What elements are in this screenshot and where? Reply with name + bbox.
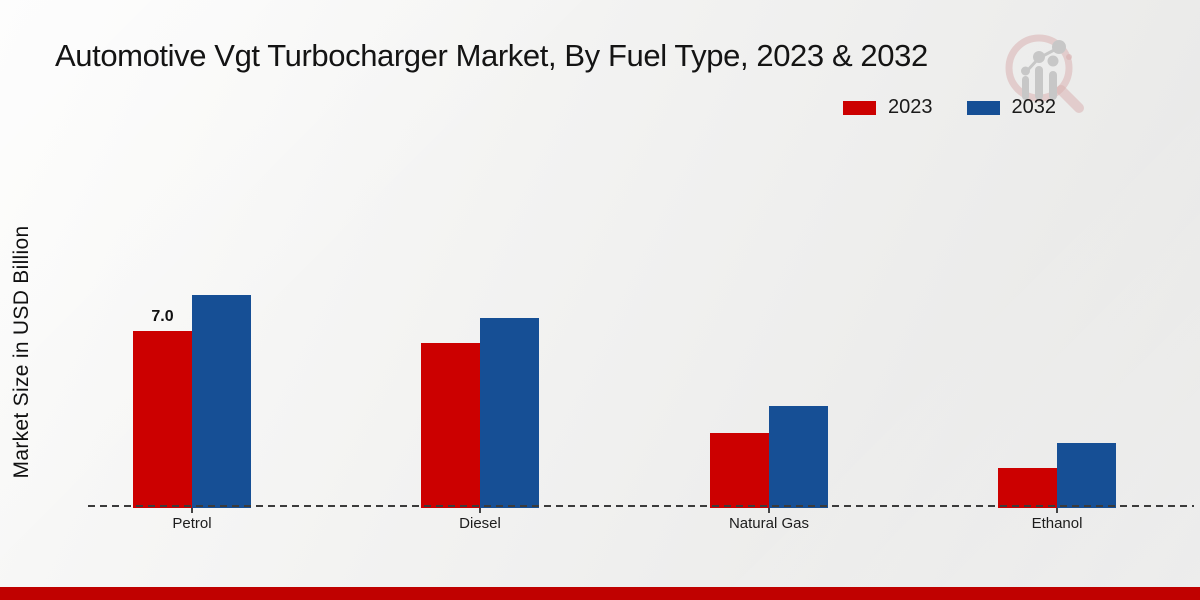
- bar-2023-petrol: [133, 330, 192, 509]
- category-label-ethanol: Ethanol: [1031, 515, 1083, 532]
- category-label-diesel: Diesel: [459, 515, 501, 532]
- x-axis-dashed-baseline: [88, 504, 1194, 508]
- bar-2032-petrol: [192, 295, 251, 509]
- legend-swatch-2023: [843, 100, 876, 115]
- bar-2023-natural-gas: [710, 433, 769, 509]
- legend-label-2023: 2023: [888, 96, 933, 118]
- legend-item-2032: 2032: [966, 96, 1057, 119]
- footer-accent-strip: [0, 587, 1200, 600]
- value-label-2023-petrol: 7.0: [151, 307, 174, 325]
- legend-swatch-2032: [966, 100, 1000, 115]
- category-label-natural-gas: Natural Gas: [728, 515, 810, 532]
- bar-2032-diesel: [480, 317, 539, 509]
- bar-2023-ethanol: [998, 468, 1057, 509]
- legend-item-2023: 2023: [843, 96, 933, 119]
- bar-2032-ethanol: [1057, 443, 1116, 509]
- bar-2032-natural-gas: [769, 405, 828, 509]
- y-axis-label: Market Size in USD Billion: [10, 225, 33, 479]
- category-label-petrol: Petrol: [172, 515, 212, 532]
- legend: 2023 2032: [843, 96, 1056, 119]
- bar-2023-diesel: [421, 343, 480, 509]
- legend-label-2032: 2032: [1011, 96, 1057, 118]
- chart-title: Automotive Vgt Turbocharger Market, By F…: [55, 38, 928, 73]
